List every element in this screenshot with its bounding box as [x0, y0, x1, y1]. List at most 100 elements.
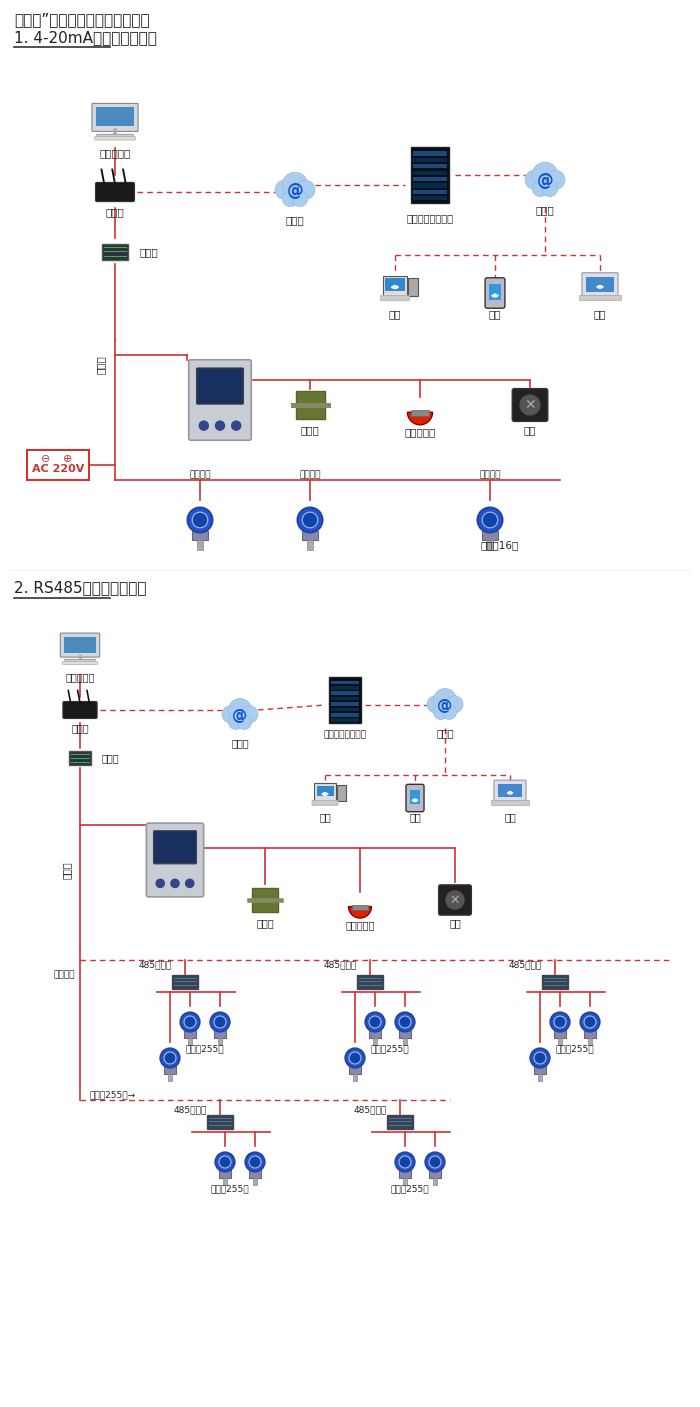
Circle shape [246, 1152, 265, 1172]
Circle shape [532, 180, 548, 197]
Circle shape [296, 180, 315, 200]
FancyBboxPatch shape [252, 888, 279, 913]
FancyBboxPatch shape [331, 681, 359, 684]
FancyBboxPatch shape [538, 1074, 542, 1081]
Circle shape [184, 1016, 196, 1029]
Circle shape [211, 1013, 230, 1031]
FancyBboxPatch shape [302, 530, 318, 540]
FancyBboxPatch shape [491, 801, 529, 805]
Text: ✕: ✕ [524, 398, 536, 412]
FancyBboxPatch shape [413, 165, 447, 169]
Text: 通讯线: 通讯线 [96, 356, 106, 374]
Circle shape [181, 1013, 199, 1031]
FancyBboxPatch shape [429, 1171, 441, 1178]
FancyBboxPatch shape [331, 713, 359, 716]
FancyBboxPatch shape [542, 975, 568, 989]
Text: 可连接255台: 可连接255台 [371, 1044, 409, 1052]
FancyBboxPatch shape [249, 1171, 261, 1178]
FancyBboxPatch shape [329, 677, 361, 723]
FancyBboxPatch shape [584, 1030, 596, 1037]
FancyBboxPatch shape [411, 148, 449, 203]
Circle shape [429, 1157, 441, 1168]
FancyBboxPatch shape [433, 1178, 438, 1185]
FancyBboxPatch shape [184, 1030, 196, 1037]
FancyBboxPatch shape [102, 243, 127, 260]
Circle shape [426, 1152, 444, 1172]
FancyBboxPatch shape [413, 190, 447, 194]
FancyBboxPatch shape [402, 1037, 407, 1045]
Circle shape [427, 695, 444, 713]
Text: 安帕尔网络服务器: 安帕尔网络服务器 [323, 730, 367, 739]
Circle shape [442, 705, 456, 719]
FancyBboxPatch shape [97, 134, 133, 138]
Circle shape [228, 698, 251, 722]
FancyBboxPatch shape [214, 1030, 226, 1037]
Circle shape [395, 1152, 414, 1172]
Circle shape [186, 879, 194, 888]
Circle shape [446, 695, 463, 713]
Text: @: @ [537, 173, 553, 190]
FancyBboxPatch shape [353, 1074, 358, 1081]
FancyBboxPatch shape [60, 633, 99, 657]
FancyBboxPatch shape [92, 103, 138, 131]
FancyBboxPatch shape [487, 540, 493, 550]
Circle shape [232, 421, 241, 431]
FancyBboxPatch shape [485, 277, 505, 308]
FancyBboxPatch shape [331, 708, 359, 711]
Circle shape [520, 395, 540, 415]
Circle shape [433, 705, 448, 719]
FancyBboxPatch shape [482, 530, 498, 540]
Circle shape [534, 1052, 546, 1064]
FancyBboxPatch shape [316, 785, 333, 796]
FancyBboxPatch shape [63, 702, 97, 719]
FancyBboxPatch shape [164, 1067, 176, 1074]
Text: 电磁阀: 电磁阀 [300, 425, 319, 435]
FancyBboxPatch shape [558, 1037, 562, 1045]
FancyBboxPatch shape [587, 1037, 592, 1045]
FancyBboxPatch shape [197, 540, 203, 550]
Text: 电脑: 电脑 [319, 812, 331, 822]
Text: 485中继器: 485中继器 [323, 961, 356, 969]
Text: ✕: ✕ [449, 893, 461, 906]
Text: 2. RS485信号连接系统图: 2. RS485信号连接系统图 [14, 580, 146, 595]
FancyBboxPatch shape [197, 369, 244, 404]
Text: 声光报警器: 声光报警器 [405, 426, 435, 438]
Circle shape [525, 170, 544, 190]
FancyBboxPatch shape [402, 1178, 407, 1185]
Circle shape [477, 508, 503, 532]
Text: 单机版电脑: 单机版电脑 [99, 148, 131, 158]
FancyBboxPatch shape [413, 152, 447, 156]
FancyBboxPatch shape [307, 540, 313, 550]
Text: 可连接255台: 可连接255台 [556, 1044, 594, 1052]
FancyBboxPatch shape [439, 885, 471, 915]
Text: 信号输出: 信号输出 [300, 470, 321, 478]
Text: 电脑: 电脑 [389, 310, 401, 319]
FancyBboxPatch shape [312, 801, 338, 805]
Text: 信号输出: 信号输出 [480, 470, 500, 478]
FancyBboxPatch shape [69, 751, 91, 765]
FancyBboxPatch shape [399, 1171, 411, 1178]
FancyBboxPatch shape [498, 784, 522, 796]
Circle shape [365, 1013, 384, 1031]
FancyBboxPatch shape [94, 136, 135, 141]
Text: 可连接255台→: 可连接255台→ [90, 1090, 136, 1099]
FancyBboxPatch shape [358, 975, 383, 989]
Circle shape [482, 512, 498, 528]
FancyBboxPatch shape [253, 1178, 258, 1185]
FancyBboxPatch shape [27, 450, 89, 480]
FancyBboxPatch shape [489, 284, 501, 300]
FancyBboxPatch shape [64, 637, 96, 653]
Circle shape [216, 1152, 234, 1172]
FancyBboxPatch shape [399, 1030, 411, 1037]
Text: 485中继器: 485中继器 [139, 961, 172, 969]
Text: 风机: 风机 [524, 425, 536, 435]
FancyBboxPatch shape [554, 1030, 566, 1037]
FancyBboxPatch shape [413, 158, 447, 162]
Circle shape [160, 1048, 180, 1068]
FancyBboxPatch shape [189, 360, 251, 440]
Circle shape [433, 688, 456, 712]
Text: AC 220V: AC 220V [32, 464, 84, 474]
FancyBboxPatch shape [188, 1037, 193, 1045]
FancyBboxPatch shape [223, 1178, 228, 1185]
Circle shape [349, 1052, 361, 1064]
